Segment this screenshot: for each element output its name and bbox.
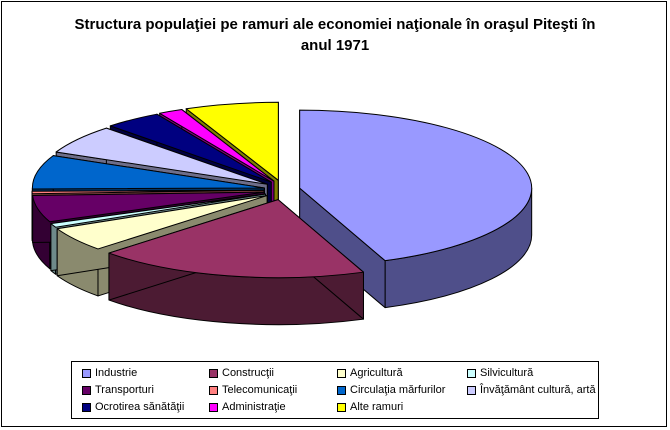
legend-label-6: Circulaţia mărfurilor [350, 384, 446, 396]
legend-item-2: Agricultură [337, 365, 403, 381]
legend-item-6: Circulaţia mărfurilor [337, 382, 445, 398]
pie-slice-1 [108, 199, 364, 326]
legend-label-1: Construcţii [222, 367, 274, 379]
legend-label-0: Industrie [95, 367, 138, 379]
legend-label-4: Transporturi [95, 384, 154, 396]
chart-title-line-2: anul 1971 [300, 37, 370, 54]
chart-title-line-1: Structura populaţiei pe ramuri ale econo… [74, 16, 596, 33]
legend-swatch-4 [82, 385, 91, 395]
legend-label-9: Administraţie [222, 401, 286, 413]
legend-swatch-3 [467, 368, 476, 378]
legend-label-2: Agricultură [350, 367, 403, 379]
legend-swatch-5 [209, 385, 218, 395]
legend-label-10: Alte ramuri [350, 401, 404, 413]
legend-label-8: Ocrotirea sănătăţii [95, 401, 185, 413]
legend-item-8: Ocrotirea sănătăţii [82, 399, 184, 415]
legend-label-5: Telecomunicaţii [222, 384, 298, 396]
legend-swatch-6 [337, 385, 346, 395]
legend-item-9: Administraţie [209, 399, 286, 415]
legend-swatch-9 [209, 402, 218, 412]
legend-swatch-1 [209, 368, 218, 378]
legend-item-5: Telecomunicaţii [209, 382, 297, 398]
legend-item-3: Silvicultură [467, 365, 533, 381]
pie-slice-0 [299, 109, 533, 309]
legend-label-3: Silvicultură [480, 367, 534, 379]
legend-item-10: Alte ramuri [337, 399, 403, 415]
legend-swatch-2 [337, 368, 346, 378]
legend-swatch-0 [82, 368, 91, 378]
legend-item-1: Construcţii [209, 365, 274, 381]
legend-swatch-10 [337, 402, 346, 412]
chart-title: Structura populaţiei pe ramuri ale econo… [0, 14, 670, 56]
legend-item-7: Învăţământ cultură, artă [467, 382, 596, 398]
legend-item-4: Transporturi [82, 382, 154, 398]
legend-swatch-7 [467, 385, 476, 395]
chart-legend: Industrie Construcţii Agricultură Silvicult… [71, 361, 599, 419]
legend-swatch-8 [82, 402, 91, 412]
legend-item-0: Industrie [82, 365, 137, 381]
legend-label-7: Învăţământ cultură, artă [480, 384, 596, 396]
